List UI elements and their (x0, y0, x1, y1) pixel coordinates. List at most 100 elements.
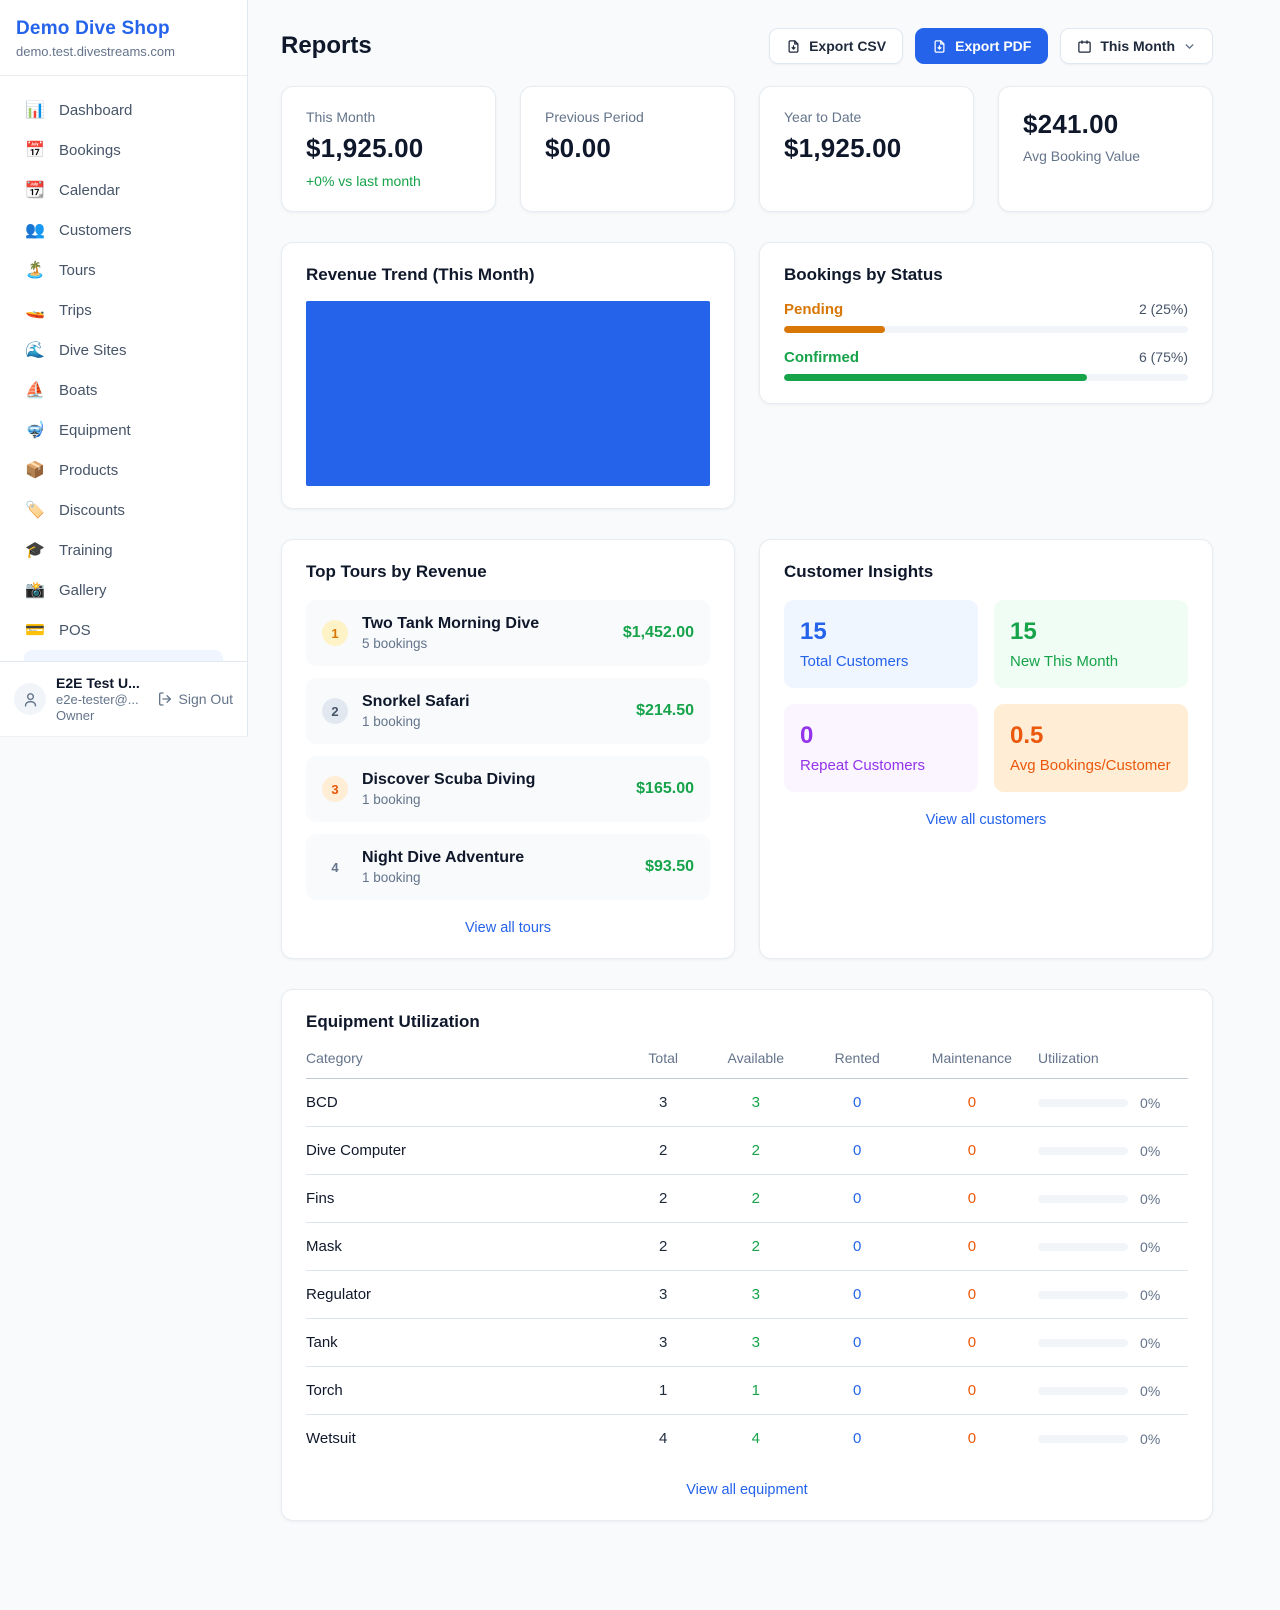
cell-maintenance: 0 (905, 1318, 1039, 1367)
table-row: Regulator 3 3 0 0 0% (306, 1270, 1188, 1319)
export-pdf-button[interactable]: Export PDF (915, 28, 1049, 64)
cell-total: 2 (623, 1126, 703, 1175)
table-row: Torch 1 1 0 0 0% (306, 1366, 1188, 1415)
stat-label: This Month (306, 109, 376, 125)
utilization-bar (1038, 1338, 1129, 1347)
tile-label: Total Customers (800, 653, 909, 670)
sidebar-item-discounts[interactable]: 🏷️ Discounts (12, 490, 235, 530)
bookings-by-status-card: Bookings by Status Pending 2 (25%) Confi… (759, 242, 1213, 404)
stat-value: $1,925.00 (306, 133, 424, 163)
equipment-utilization-card: Equipment Utilization Category Total Ava… (281, 989, 1213, 1521)
sidebar-item-label: Dive Sites (59, 341, 127, 359)
tile-repeat-customers: 0 Repeat Customers (784, 704, 978, 792)
progress-track (784, 374, 1188, 381)
utilization-cell: 0% (1038, 1191, 1188, 1207)
sidebar-item-dashboard[interactable]: 📊 Dashboard (12, 90, 235, 130)
rank-badge: 4 (331, 859, 339, 875)
table-row: Wetsuit 4 4 0 0 0% (306, 1415, 1188, 1463)
cell-total: 1 (623, 1366, 703, 1415)
sidebar-item-gallery[interactable]: 📸 Gallery (12, 570, 235, 610)
cell-category: BCD (306, 1078, 624, 1127)
status-value: 6 (75%) (1138, 349, 1188, 365)
sidebar-item-boats[interactable]: ⛵ Boats (12, 370, 235, 410)
sidebar-item-tours[interactable]: 🏝️ Tours (12, 250, 235, 290)
column-header-category: Category (306, 1050, 624, 1079)
utilization-bar (1038, 1290, 1129, 1299)
cell-category: Wetsuit (306, 1430, 356, 1447)
table-row: Mask 2 2 0 0 0% (306, 1222, 1188, 1271)
sign-out-button[interactable]: Sign Out (157, 691, 233, 707)
equipment-table: Category Total Available Rented Maintena… (306, 1050, 1188, 1462)
utilization-bar (1038, 1386, 1129, 1395)
utilization-cell: 0% (1038, 1095, 1188, 1111)
tile-total-customers: 15 Total Customers (784, 600, 978, 688)
customer-insights-title: Customer Insights (784, 562, 934, 581)
sidebar-active-item-partial[interactable] (24, 650, 223, 661)
utilization-percent: 0% (1140, 1382, 1161, 1399)
period-dropdown[interactable]: This Month (1060, 28, 1213, 64)
person-icon (24, 692, 36, 707)
table-row: Dive Computer 2 2 0 0 0% (306, 1126, 1188, 1175)
tile-label: Repeat Customers (800, 757, 926, 774)
tour-bookings: 1 booking (362, 714, 421, 729)
cell-rented: 0 (808, 1366, 906, 1415)
view-all-customers-link[interactable]: View all customers (925, 812, 1047, 828)
camera-icon: 📸 (25, 582, 45, 599)
rank-badge: 3 (322, 776, 348, 802)
sidebar-item-pos[interactable]: 💳 POS (12, 610, 235, 650)
sidebar-item-bookings[interactable]: 📅 Bookings (12, 130, 235, 170)
export-csv-button[interactable]: Export CSV (769, 28, 904, 64)
sidebar-item-trips[interactable]: 🚤 Trips (12, 290, 235, 330)
shop-domain: demo.test.divestreams.com (16, 44, 175, 59)
status-label: Pending (784, 301, 844, 318)
cell-total: 4 (659, 1430, 668, 1447)
sidebar-item-label: Equipment (59, 421, 131, 439)
view-all-equipment-link[interactable]: View all equipment (686, 1482, 808, 1498)
column-header-maintenance: Maintenance (905, 1050, 1039, 1079)
cell-maintenance: 0 (905, 1174, 1039, 1223)
revenue-bar (306, 301, 710, 486)
sidebar-item-calendar[interactable]: 📆 Calendar (12, 170, 235, 210)
sidebar-item-training[interactable]: 🎓 Training (12, 530, 235, 570)
user-email: e2e-tester@... (56, 692, 139, 707)
cell-total: 2 (623, 1174, 703, 1223)
logout-icon (158, 692, 171, 706)
stat-label: Year to Date (784, 109, 862, 125)
insights-row: Top Tours by Revenue 1 Two Tank Morning … (281, 539, 1213, 959)
tour-name: Two Tank Morning Dive (362, 615, 540, 632)
view-all-tours-link[interactable]: View all tours (465, 920, 551, 936)
calendar-icon (1078, 39, 1092, 53)
cell-rented: 0 (808, 1174, 906, 1223)
header-actions: Export CSV Export PDF This Month (769, 28, 1213, 64)
stat-cards: This Month $1,925.00 +0% vs last month P… (281, 86, 1213, 212)
speedboat-icon: 🚤 (25, 302, 45, 319)
sidebar-item-customers[interactable]: 👥 Customers (12, 210, 235, 250)
revenue-trend-card: Revenue Trend (This Month) (281, 242, 735, 509)
revenue-trend-title: Revenue Trend (This Month) (306, 265, 535, 284)
utilization-bar (1038, 1194, 1129, 1203)
sidebar-item-products[interactable]: 📦 Products (12, 450, 235, 490)
island-icon: 🏝️ (25, 262, 45, 279)
stat-card-this-month: This Month $1,925.00 +0% vs last month (281, 86, 496, 212)
utilization-cell: 0% (1038, 1143, 1188, 1159)
cell-available: 2 (702, 1174, 809, 1223)
sidebar-item-label: Dashboard (59, 101, 133, 119)
sidebar-item-label: Trips (59, 301, 92, 319)
top-tours-title: Top Tours by Revenue (306, 562, 487, 581)
table-row: Fins 2 2 0 0 0% (306, 1174, 1188, 1223)
utilization-percent: 0% (1140, 1142, 1161, 1159)
package-icon: 📦 (25, 462, 45, 479)
cell-rented: 0 (808, 1318, 906, 1367)
tour-amount: $165.00 (636, 780, 694, 797)
utilization-bar (1038, 1098, 1129, 1107)
stat-value: $241.00 (1023, 109, 1119, 139)
user-name: E2E Test U... (56, 675, 140, 691)
sidebar-item-dive-sites[interactable]: 🌊 Dive Sites (12, 330, 235, 370)
cell-rented: 0 (808, 1222, 906, 1271)
cell-available: 2 (702, 1126, 809, 1175)
tour-row: 3 Discover Scuba Diving 1 booking $165.0… (306, 756, 710, 822)
revenue-trend-chart (306, 301, 710, 486)
utilization-percent: 0% (1140, 1094, 1161, 1111)
sidebar-item-equipment[interactable]: 🤿 Equipment (12, 410, 235, 450)
cell-rented: 0 (808, 1270, 906, 1319)
